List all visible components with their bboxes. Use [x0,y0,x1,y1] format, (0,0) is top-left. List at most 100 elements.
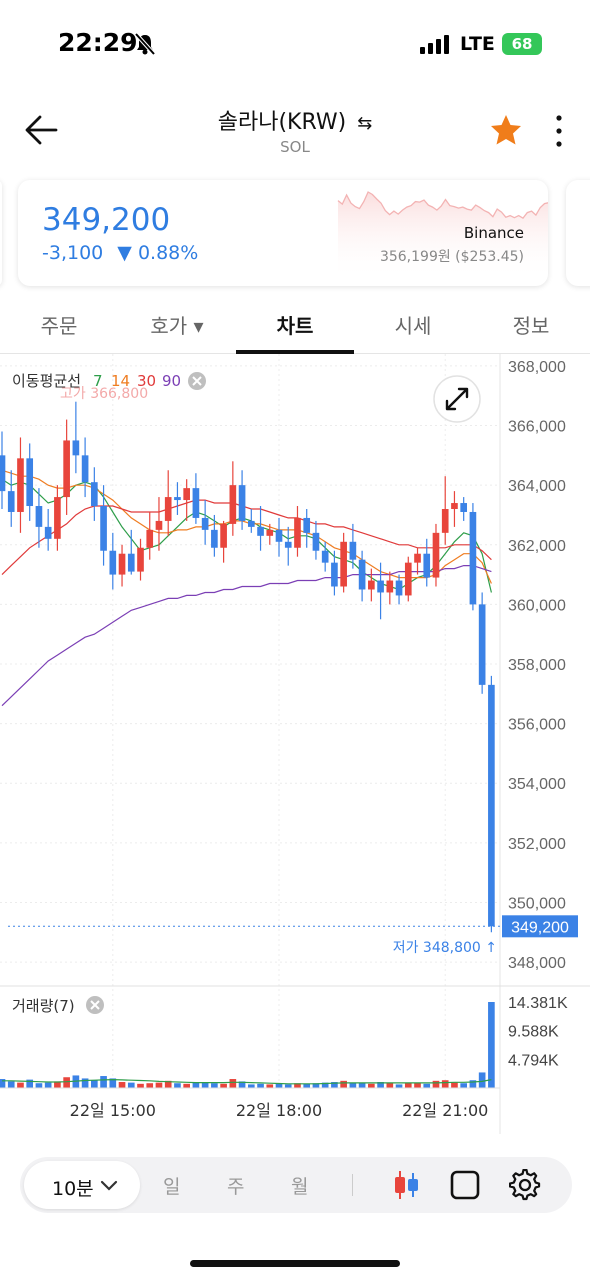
volume-bar [220,1083,227,1088]
volume-bar [54,1081,61,1088]
volume-bar [294,1083,301,1088]
y-tick-label: 368,000 [508,359,566,376]
tab-info[interactable]: 정보 [512,314,550,338]
svg-text:349,200: 349,200 [511,919,569,936]
volume-bar [26,1079,34,1088]
volume-bar [432,1080,440,1088]
tab-order[interactable]: 주문 [40,314,78,338]
candle-body [368,580,375,590]
settings-gear-icon[interactable] [509,1169,541,1201]
candle-body [321,550,329,563]
volume-bar [35,1083,43,1088]
volume-bar [211,1083,218,1088]
price-change-amount: -3,100 [42,242,104,264]
drawing-tool-icon[interactable] [450,1170,480,1200]
volume-tick-label: 9.588K [508,1024,559,1041]
volume-bar [321,1082,329,1088]
candle-body [118,553,126,575]
next-card-edge[interactable] [566,180,590,286]
volume-bar [100,1076,107,1088]
volume-bar [395,1084,403,1088]
volume-bar [81,1078,89,1088]
candle-body [164,497,172,521]
y-tick-label: 362,000 [508,538,566,555]
price-chart[interactable]: 14.381K 9.588K 4.794K 368,000 366,000 364,00… [0,354,590,1134]
interval-selector[interactable]: 10분 [24,1161,140,1209]
candle-body [275,529,283,542]
volume-bar [377,1082,384,1088]
home-indicator [190,1260,400,1267]
tab-market-price[interactable]: 시세 [394,314,432,338]
volume-bar [460,1083,468,1088]
signal-icon [420,35,449,54]
volume-bar [109,1078,117,1088]
candle-body [257,526,264,536]
ma-legend[interactable]: 이동평균선 7 14 30 90 [12,372,206,390]
candle-body [386,580,394,593]
swap-icon[interactable]: ⇆ [357,113,373,134]
volume-bar [414,1083,421,1088]
more-options-icon[interactable] [552,114,566,148]
header: 솔라나(KRW) ⇆ SOL [0,90,590,180]
volume-bar [340,1080,347,1088]
tab-orderbook[interactable]: 호가 ▾ [150,314,204,338]
volume-bar [137,1083,144,1088]
volume-bar [238,1081,246,1088]
volume-bar [349,1082,357,1088]
candle-body [7,491,15,512]
battery-level: 68 [502,33,542,55]
volume-bar [331,1082,338,1088]
candle-body [266,529,274,536]
reference-price: 356,199원 ($253.45) [379,249,524,265]
volume-bar [257,1083,264,1088]
volume-bar [63,1077,70,1088]
volume-bar [0,1079,6,1088]
ma-30-line [1,499,492,576]
back-arrow-icon[interactable] [24,114,60,146]
prev-card-edge[interactable] [0,180,2,286]
y-tick-label: 358,000 [508,657,566,674]
chevron-down-icon [100,1180,118,1191]
volume-bar [266,1084,274,1088]
current-price: 349,200 [42,202,171,238]
period-week[interactable]: 주 [227,1176,245,1198]
network-type: LTE [460,33,495,55]
volume-ma-line [2,1078,492,1085]
interval-label: 10분 [52,1178,94,1200]
volume-bar [478,1072,486,1088]
candle-body [423,553,431,578]
volume-bar [247,1084,255,1088]
candle-body [340,541,347,587]
favorite-star-icon[interactable] [489,114,523,146]
volume-bar [44,1082,52,1088]
coin-title[interactable]: 솔라나(KRW) ⇆ [0,104,590,136]
period-day[interactable]: 일 [163,1176,181,1198]
candle-body [238,485,246,521]
tab-bar: 주문 호가 ▾ 차트 시세 정보 [0,292,590,354]
candle-body [100,506,107,551]
volume-legend[interactable]: 거래량(7) [12,996,104,1015]
candle-body [404,562,412,596]
candle-body [395,580,403,596]
candle-body [201,517,209,530]
active-tab-indicator [236,350,354,354]
price-change-percent: ▼ 0.88% [117,242,199,264]
candle-type-icon[interactable] [392,1169,422,1201]
volume-bar [155,1082,163,1088]
candle-body [26,458,34,507]
period-month[interactable]: 월 [291,1176,309,1198]
volume-bar [164,1080,172,1088]
y-tick-label: 352,000 [508,836,566,853]
candle-body [377,580,384,593]
volume-bar [312,1083,320,1088]
bell-muted-icon [134,32,156,56]
y-tick-label: 348,000 [508,955,566,972]
volume-tick-label: 14.381K [508,995,568,1012]
tab-chart[interactable]: 차트 [276,314,314,338]
price-card[interactable]: 349,200 -3,100 ▼ 0.88% Binance 356,199원 … [18,180,548,286]
y-tick-label: 356,000 [508,717,566,734]
y-tick-label: 354,000 [508,776,566,793]
expand-chart-button[interactable] [433,375,481,423]
candle-body [81,455,89,483]
candle-body [441,509,449,533]
